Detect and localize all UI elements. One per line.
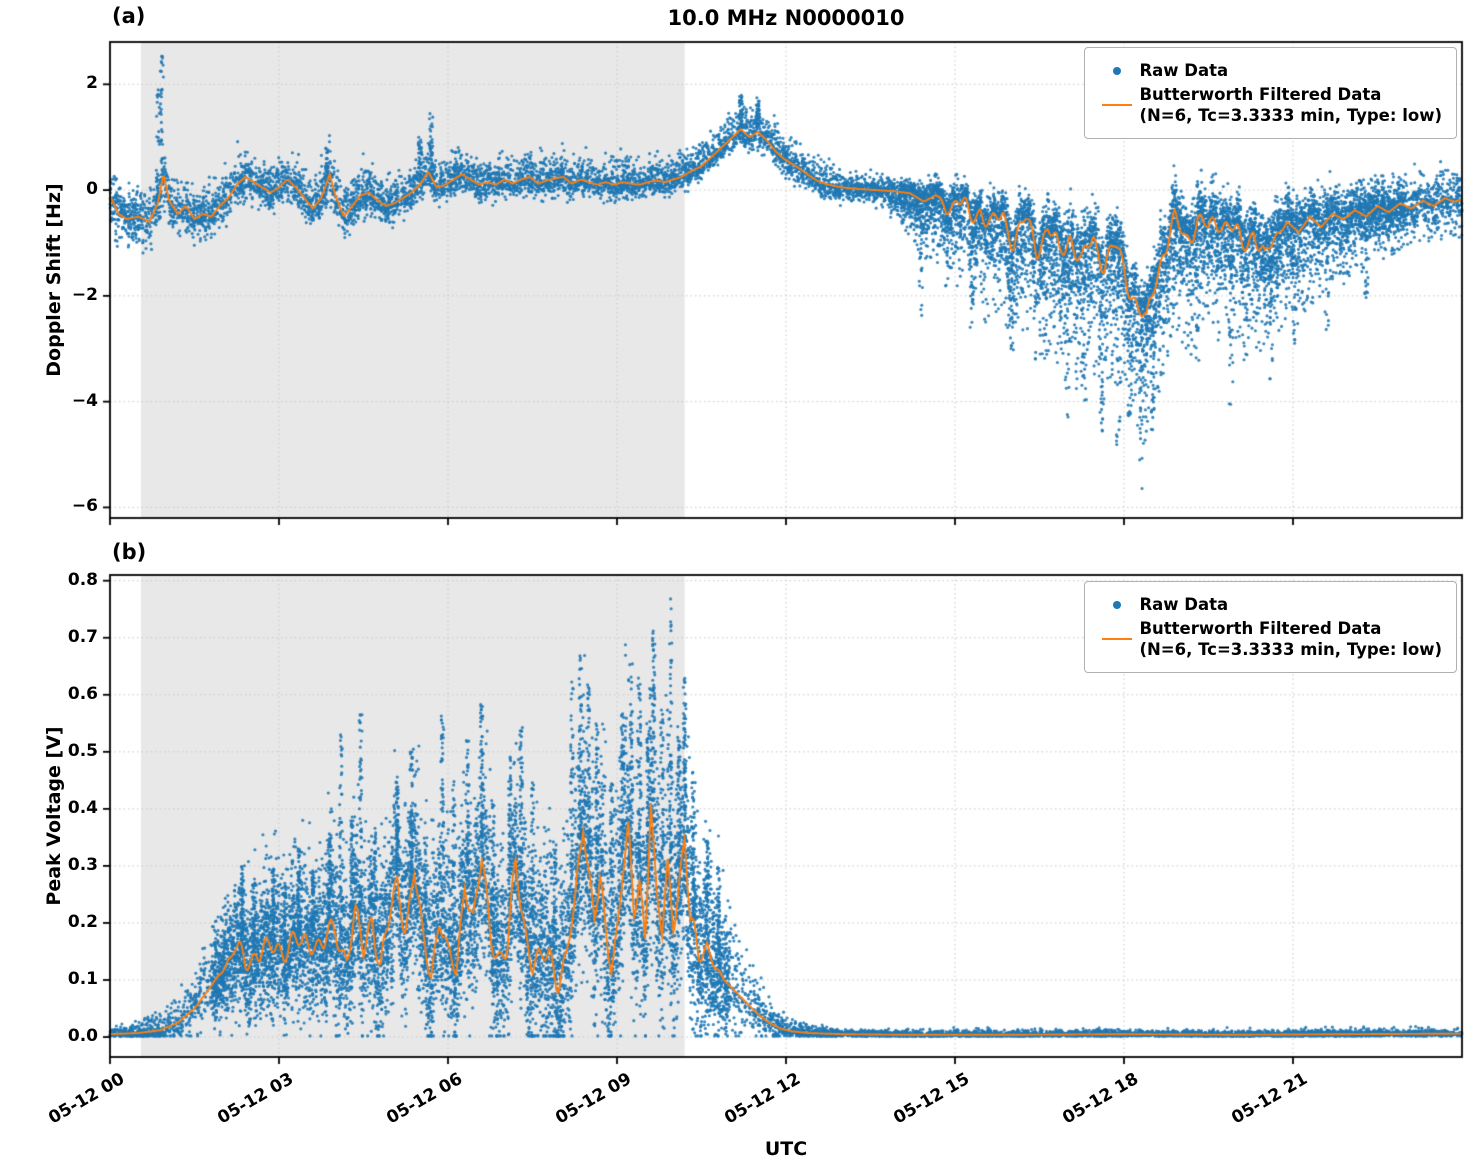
y-tick-label: 0.8 [67, 569, 98, 590]
legend-raw-label: Raw Data [1139, 61, 1229, 80]
y-tick-label: −4 [71, 390, 98, 411]
legend-panel-a: Raw Data Butterworth Filtered Data (N=6, … [1084, 47, 1457, 140]
legend-raw-label: Raw Data [1139, 595, 1229, 614]
filtered-line-marker-icon [1102, 638, 1133, 641]
legend-filtered-label: Butterworth Filtered Data [1139, 85, 1382, 105]
y-tick-label: 0.5 [67, 740, 98, 761]
legend-filtered-sublabel: (N=6, Tc=3.3333 min, Type: low) [1139, 106, 1442, 126]
legend-panel-b: Raw Data Butterworth Filtered Data (N=6, … [1084, 581, 1457, 674]
y-tick-label: 0.2 [67, 911, 98, 932]
y-tick-label: −2 [71, 284, 98, 305]
y-tick-label: 0.7 [67, 626, 98, 647]
raw-data-marker-icon [1113, 66, 1122, 75]
panel-a-label: (a) [112, 4, 146, 28]
legend-item-filtered: Butterworth Filtered Data (N=6, Tc=3.3333… [1095, 618, 1442, 660]
legend-item-raw: Raw Data [1095, 594, 1442, 615]
legend-filtered-label: Butterworth Filtered Data [1139, 619, 1382, 639]
y-tick-label: 0.0 [67, 1026, 98, 1047]
filtered-line-marker-icon [1102, 104, 1133, 107]
chart-title: 10.0 MHz N0000010 [667, 6, 905, 30]
y-tick-label: 0.3 [67, 854, 98, 875]
raw-data-marker-icon [1113, 600, 1122, 609]
y-axis-label-a: Doppler Shift [Hz] [43, 183, 65, 377]
y-tick-label: 0 [86, 179, 98, 200]
y-tick-label: 0.4 [67, 797, 98, 818]
y-tick-label: 0.1 [67, 968, 98, 989]
x-axis-label: UTC [764, 1138, 808, 1160]
y-tick-label: −6 [71, 496, 98, 517]
y-tick-label: 2 [86, 73, 98, 94]
legend-item-raw: Raw Data [1095, 60, 1442, 81]
legend-filtered-sublabel: (N=6, Tc=3.3333 min, Type: low) [1139, 640, 1442, 660]
legend-item-filtered: Butterworth Filtered Data (N=6, Tc=3.3333… [1095, 84, 1442, 126]
y-tick-label: 0.6 [67, 683, 98, 704]
panel-b-label: (b) [112, 540, 147, 564]
